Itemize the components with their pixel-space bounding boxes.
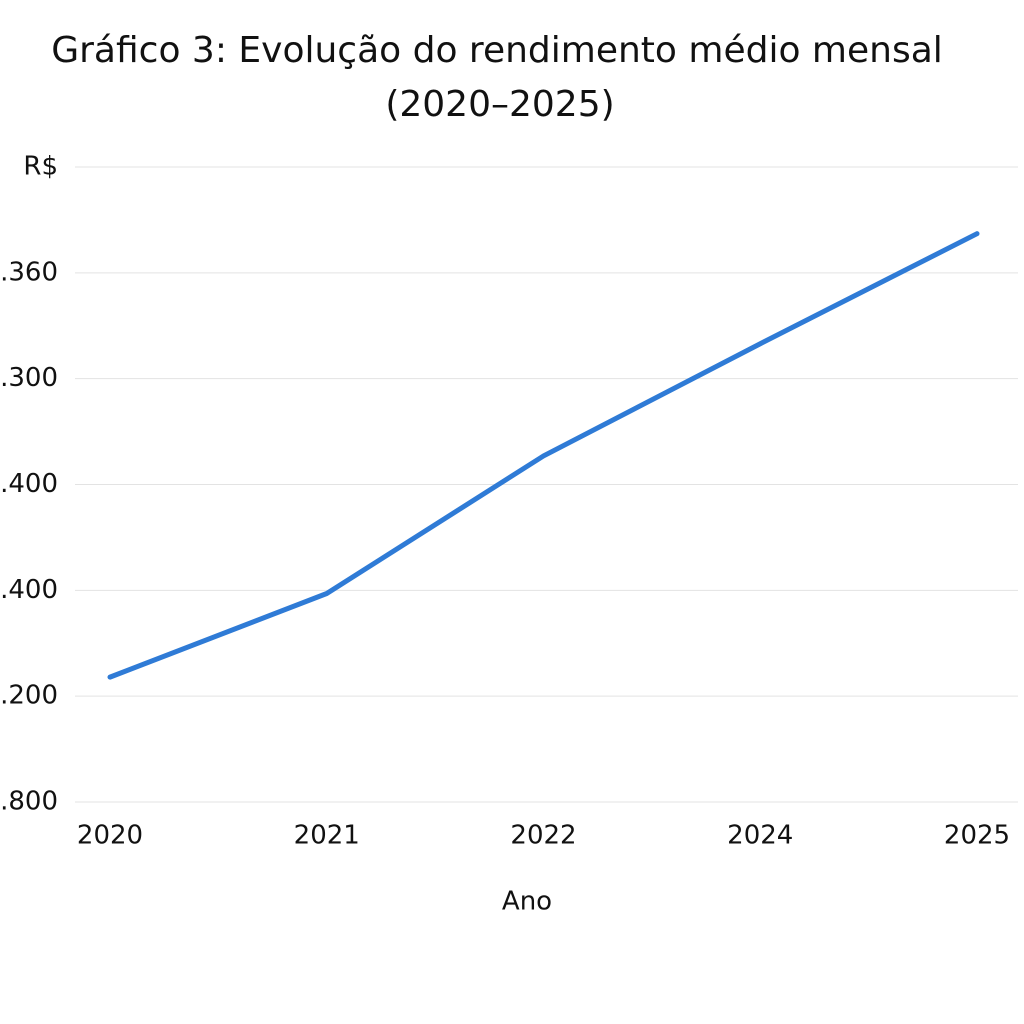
x-tick-label: 2024 [727,821,793,851]
x-tick-label: 2020 [77,821,143,851]
y-tick-label: .300 [0,363,58,393]
y-tick-label: .800 [0,787,58,817]
x-tick-label: 2025 [944,821,1010,851]
y-tick-label: R$ [23,152,58,182]
chart-title: Gráfico 3: Evolução do rendimento médio … [51,30,943,71]
x-axis-label: Ano [502,887,552,917]
y-tick-label: .360 [0,257,58,287]
x-tick-label: 2022 [510,821,576,851]
y-tick-label: .400 [0,575,58,605]
y-tick-label: .200 [0,681,58,711]
y-tick-label: .400 [0,469,58,499]
x-tick-label: 2021 [294,821,360,851]
line [107,231,980,680]
chart-title: (2020–2025) [385,84,614,125]
